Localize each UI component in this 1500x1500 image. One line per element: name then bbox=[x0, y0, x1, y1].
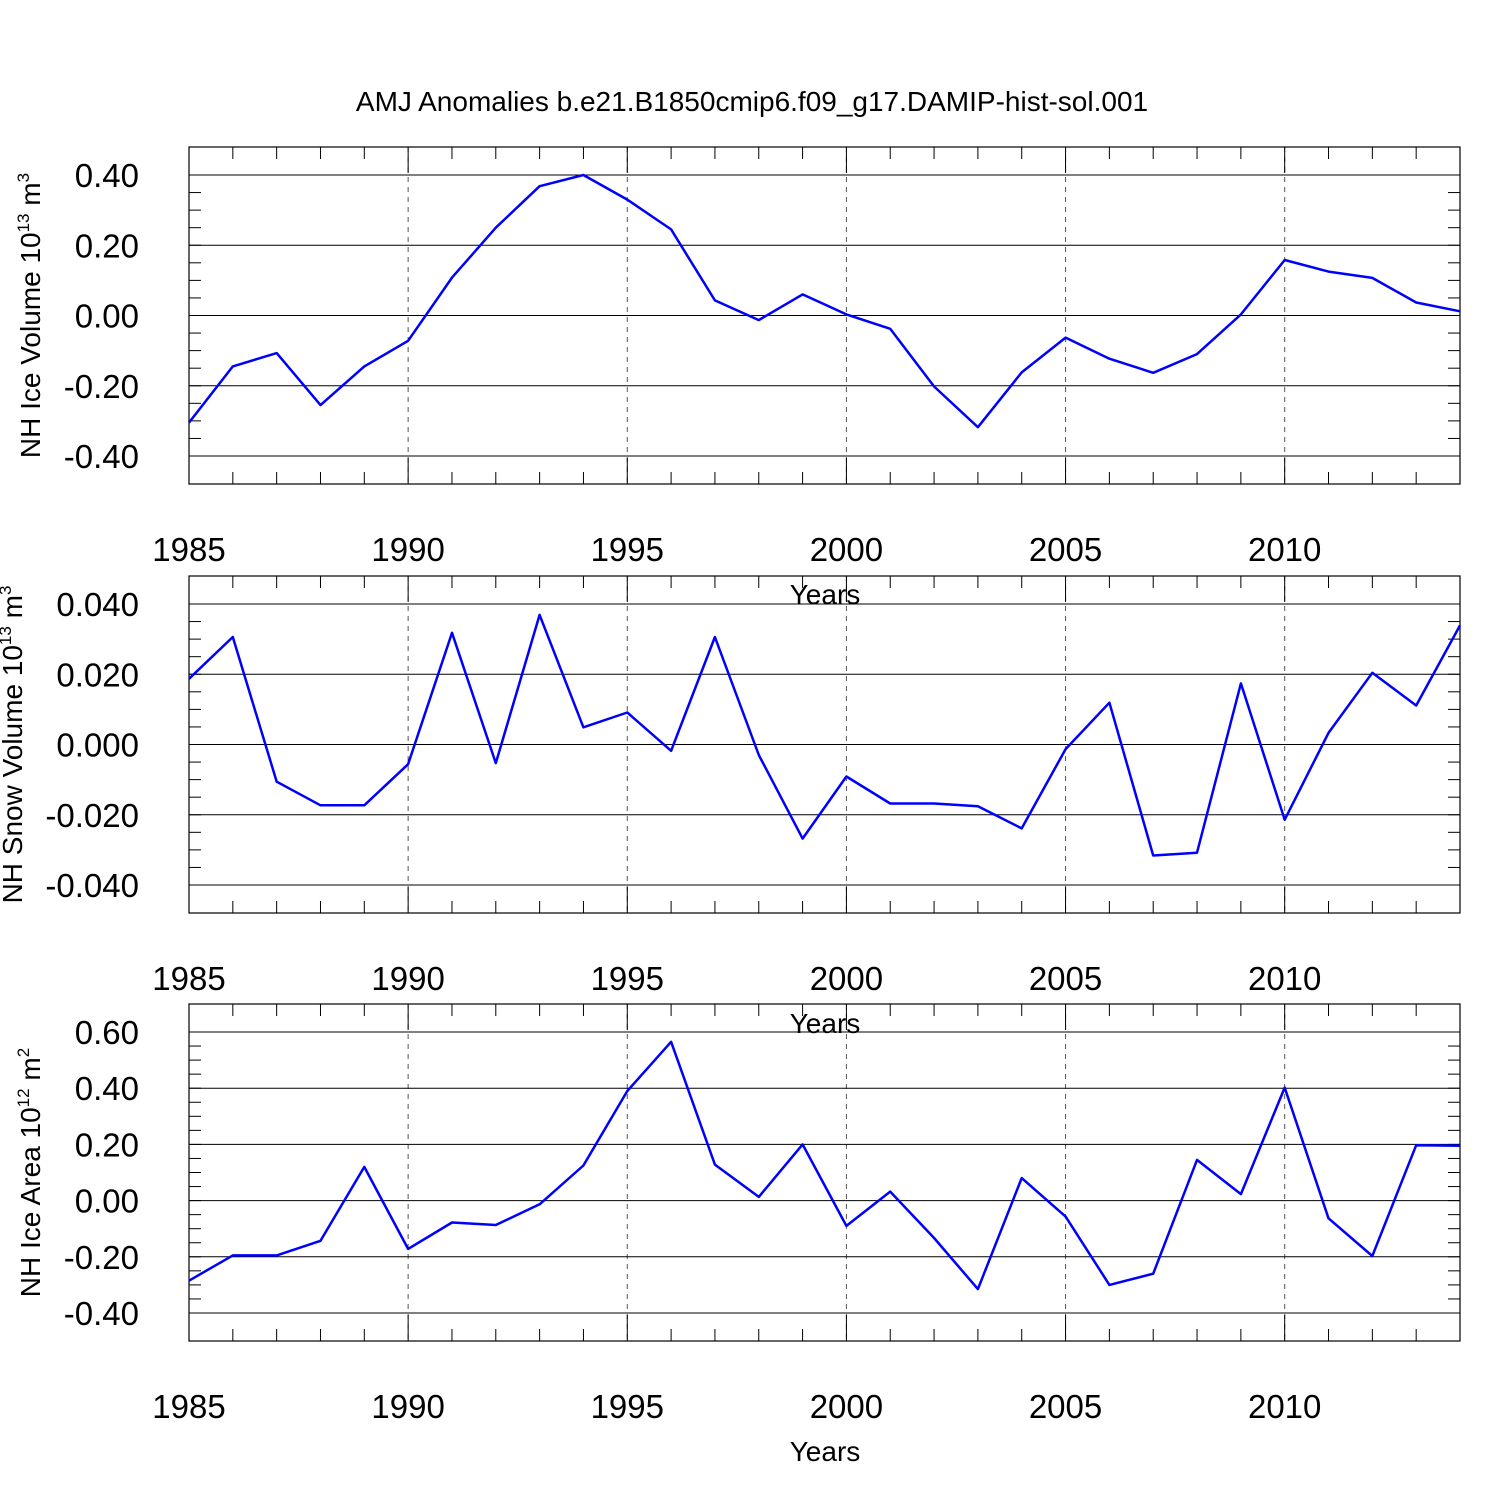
ice-area-y-axis-title-superscript: 2 bbox=[14, 1048, 33, 1057]
ice-area-x-axis-title: Years bbox=[790, 1436, 861, 1467]
snow-volume-y-axis-title-text: NH Snow Volume 10 bbox=[0, 645, 28, 903]
snow-volume-y-tick-label: 0.020 bbox=[56, 656, 139, 693]
ice-area-y-tick-label: 0.20 bbox=[75, 1126, 139, 1163]
ice-area-frame bbox=[188, 1003, 1461, 1342]
ice-area-x-tick-label: 2005 bbox=[1029, 1388, 1102, 1425]
ice-area-y-tick-label: 0.60 bbox=[75, 1014, 139, 1051]
ice-volume-panel: -0.40 -0.20 0.00 0.20 0.40 1985 1990 1995 2000 20… bbox=[14, 146, 1461, 610]
ice-area-y-tick-label: -0.40 bbox=[64, 1295, 139, 1332]
ice-volume-x-axis-title: Years bbox=[790, 579, 861, 610]
ice-area-y-axis-title-superscript: 12 bbox=[14, 1088, 33, 1107]
snow-volume-x-tick-label: 2010 bbox=[1248, 960, 1321, 997]
ice-volume-y-tick-label: -0.20 bbox=[64, 368, 139, 405]
ice-volume-x-tick-label: 1985 bbox=[152, 531, 225, 568]
snow-volume-y-axis-title-text: m bbox=[0, 595, 28, 626]
ice-area-y-axis-title-text: m bbox=[15, 1057, 46, 1088]
figure-title: AMJ Anomalies b.e21.B1850cmip6.f09_g17.D… bbox=[356, 86, 1148, 117]
snow-volume-x-tick-label: 1990 bbox=[371, 960, 444, 997]
ice-volume-y-axis-title-superscript: 13 bbox=[14, 213, 33, 232]
ice-area-y-tick-label: -0.20 bbox=[64, 1239, 139, 1276]
snow-volume-panel: -0.040 -0.020 0.000 0.020 0.040 1985 1990 1995 2… bbox=[0, 575, 1462, 1039]
ice-volume-y-tick-label: -0.40 bbox=[64, 438, 139, 475]
ice-area-y-tick-label: 0.40 bbox=[75, 1070, 139, 1107]
ice-volume-x-tick-label: 1995 bbox=[591, 531, 664, 568]
ice-area-y-axis-title: NH Ice Area 1012 m2 bbox=[14, 1048, 46, 1297]
snow-volume-y-axis-title: NH Snow Volume 1013 m3 bbox=[0, 586, 28, 904]
snow-volume-y-axis-title-superscript: 3 bbox=[0, 586, 15, 595]
snow-volume-y-tick-label: -0.040 bbox=[45, 867, 139, 904]
ice-area-y-tick-label: 0.00 bbox=[75, 1183, 139, 1220]
ice-area-x-tick-label: 2010 bbox=[1248, 1388, 1321, 1425]
ice-volume-y-axis-title-superscript: 3 bbox=[14, 173, 33, 182]
snow-volume-x-tick-label: 2005 bbox=[1029, 960, 1102, 997]
ice-volume-y-tick-label: 0.20 bbox=[75, 227, 139, 264]
snow-volume-y-tick-label: 0.040 bbox=[56, 586, 139, 623]
snow-volume-x-tick-label: 1995 bbox=[591, 960, 664, 997]
ice-volume-y-axis-title-text: NH Ice Volume 10 bbox=[15, 232, 46, 458]
ice-volume-y-tick-label: 0.00 bbox=[75, 298, 139, 335]
ice-volume-x-tick-label: 2005 bbox=[1029, 531, 1102, 568]
ice-area-x-tick-label: 1985 bbox=[152, 1388, 225, 1425]
ice-volume-y-axis-title: NH Ice Volume 1013 m3 bbox=[14, 173, 46, 458]
ice-area-x-tick-label: 2000 bbox=[810, 1388, 883, 1425]
snow-volume-x-tick-label: 1985 bbox=[152, 960, 225, 997]
snow-volume-y-tick-label: -0.020 bbox=[45, 797, 139, 834]
ice-area-panel: -0.40 -0.20 0.00 0.20 0.40 0.60 1985 1990 1995 20… bbox=[14, 1003, 1461, 1467]
ice-area-series-line bbox=[188, 1040, 1461, 1291]
ice-volume-x-tick-label: 1990 bbox=[371, 531, 444, 568]
snow-volume-x-axis-title: Years bbox=[790, 1008, 861, 1039]
ice-volume-y-axis-title-text: m bbox=[15, 182, 46, 213]
ice-volume-x-tick-label: 2000 bbox=[810, 531, 883, 568]
ice-area-x-tick-label: 1990 bbox=[371, 1388, 444, 1425]
ice-volume-series-line bbox=[188, 173, 1461, 429]
ice-volume-y-tick-label: 0.40 bbox=[75, 157, 139, 194]
ice-area-y-axis-title-text: NH Ice Area 10 bbox=[15, 1107, 46, 1297]
ice-area-x-tick-label: 1995 bbox=[591, 1388, 664, 1425]
snow-volume-y-axis-title-superscript: 13 bbox=[0, 626, 15, 645]
snow-volume-series-line bbox=[188, 613, 1462, 857]
snow-volume-y-tick-label: 0.000 bbox=[56, 727, 139, 764]
ice-volume-x-tick-label: 2010 bbox=[1248, 531, 1321, 568]
snow-volume-x-tick-label: 2000 bbox=[810, 960, 883, 997]
